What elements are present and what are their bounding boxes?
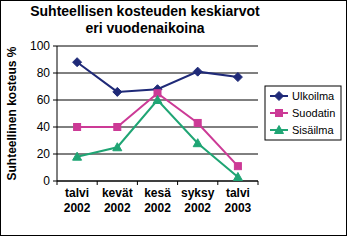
point bbox=[193, 67, 202, 76]
y-tick-label: 60 bbox=[37, 93, 51, 107]
y-tick-label: 20 bbox=[37, 147, 51, 161]
series-line bbox=[77, 93, 238, 166]
x-tick-label: kesä2002 bbox=[144, 186, 171, 215]
x-tick bbox=[57, 181, 58, 185]
y-tick bbox=[53, 46, 57, 47]
x-tick-label-line: 2002 bbox=[184, 201, 211, 215]
y-tick-label: 80 bbox=[37, 66, 51, 80]
y-tick bbox=[53, 154, 57, 155]
legend-label: Sisäilma bbox=[292, 124, 334, 136]
x-tick-label: kevät2002 bbox=[102, 186, 133, 215]
x-tick-label-line: 2002 bbox=[64, 201, 91, 215]
chart: Suhteellisen kosteuden keskiarvot eri vu… bbox=[0, 0, 347, 236]
legend-label: Ulkoilma bbox=[292, 90, 335, 102]
point bbox=[193, 139, 202, 147]
legend-marker bbox=[275, 92, 284, 101]
point bbox=[234, 163, 241, 170]
x-axis bbox=[57, 181, 258, 182]
plot-area bbox=[73, 58, 243, 181]
point bbox=[233, 73, 242, 82]
x-tick-label: talvi2002 bbox=[64, 186, 91, 215]
x-tick bbox=[137, 181, 138, 185]
legend-marker bbox=[275, 126, 284, 134]
point bbox=[194, 119, 201, 126]
point bbox=[233, 172, 242, 180]
chart-svg: 020406080100Suhteellinen kosteus %talvi2… bbox=[0, 0, 347, 236]
y-tick-label: 40 bbox=[37, 120, 51, 134]
point bbox=[73, 152, 82, 160]
grid-line bbox=[57, 181, 258, 182]
title: Suhteellisen kosteuden keskiarvot eri vu… bbox=[20, 3, 270, 37]
point bbox=[113, 143, 122, 151]
series-line bbox=[77, 100, 238, 177]
x-tick-label-line: kesä bbox=[144, 186, 171, 200]
y-axis bbox=[57, 46, 58, 181]
grid-line bbox=[57, 46, 258, 47]
point bbox=[114, 124, 121, 131]
legend-marker bbox=[276, 110, 283, 117]
point bbox=[113, 87, 122, 96]
x-tick bbox=[177, 181, 178, 185]
y-tick-label: 0 bbox=[43, 174, 50, 188]
x-tick-label-line: 2003 bbox=[225, 201, 252, 215]
x-tick-label-line: talvi bbox=[226, 186, 250, 200]
x-tick-label-line: kevät bbox=[102, 186, 133, 200]
x-tick-label: syksy2002 bbox=[181, 186, 215, 215]
frame bbox=[1, 1, 347, 236]
y-tick bbox=[53, 181, 57, 182]
grid-line bbox=[57, 73, 258, 74]
x-tick bbox=[258, 181, 259, 185]
legend-box bbox=[265, 86, 341, 140]
point bbox=[73, 58, 82, 67]
x-tick bbox=[97, 181, 98, 185]
x-tick bbox=[217, 181, 218, 185]
y-tick-label: 100 bbox=[30, 39, 50, 53]
x-tick-label-line: 2002 bbox=[144, 201, 171, 215]
y-axis-label: Suhteellinen kosteus % bbox=[5, 46, 19, 180]
x-tick-label: talvi2003 bbox=[225, 186, 252, 215]
point bbox=[74, 124, 81, 131]
x-tick-label-line: 2002 bbox=[104, 201, 131, 215]
y-tick bbox=[53, 73, 57, 74]
x-tick-label-line: talvi bbox=[65, 186, 89, 200]
legend-label: Suodatin bbox=[292, 107, 335, 119]
x-tick-label-line: syksy bbox=[181, 186, 215, 200]
point bbox=[153, 96, 162, 104]
y-tick bbox=[53, 100, 57, 101]
y-tick bbox=[53, 127, 57, 128]
